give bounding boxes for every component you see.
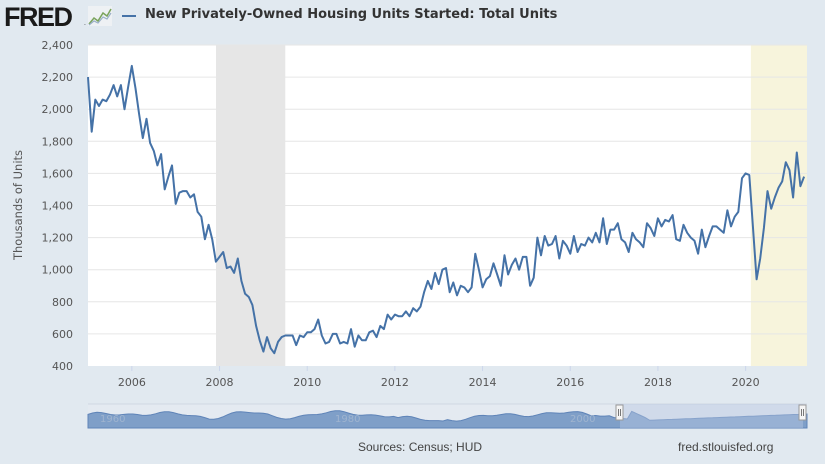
y-axis-ticks: 400 600 800 1,000 1,200 1,400 1,600 1,800 2,000 2… [42, 39, 74, 373]
y-tick-label: 2,400 [42, 39, 74, 52]
chart-header: FRED . New Privately-Owned Housing Units… [0, 0, 825, 34]
x-tick-label: 2018 [644, 376, 672, 389]
handle-left-box[interactable] [615, 404, 624, 421]
y-tick-label: 2,000 [42, 103, 74, 116]
sources-text: Sources: Census; HUD [358, 440, 483, 454]
y-tick-label: 1,600 [42, 167, 74, 180]
navigator[interactable]: 1960 1980 2000 [87, 403, 808, 429]
x-tick-label: 2012 [381, 376, 409, 389]
y-tick-label: 1,000 [42, 264, 74, 277]
x-tick-label: 2016 [556, 376, 584, 389]
series-title[interactable]: New Privately-Owned Housing Units Starte… [145, 7, 558, 22]
x-axis-ticks: 2006 2008 2010 2012 2014 2016 2018 2020 [118, 366, 760, 389]
x-tick-label: 2020 [732, 376, 760, 389]
x-tick-label: 2008 [206, 376, 234, 389]
x-tick-label: 2014 [469, 376, 497, 389]
navigator-year-label: 2000 [570, 414, 595, 425]
navigator-handle-left[interactable] [615, 404, 624, 421]
navigator-window[interactable] [620, 404, 803, 428]
navigator-year-label: 1980 [335, 414, 360, 425]
navigator-year-label: 1960 [100, 414, 125, 425]
line-graph-icon [88, 6, 112, 26]
x-tick-label: 2006 [118, 376, 146, 389]
fred-logo-dot: . [84, 20, 86, 27]
y-tick-label: 1,400 [42, 200, 74, 213]
gridlines [88, 44, 807, 335]
legend-series-swatch [122, 15, 136, 17]
fred-logo[interactable]: FRED [4, 2, 73, 32]
y-tick-label: 1,200 [42, 232, 74, 245]
y-tick-label: 800 [52, 296, 73, 309]
x-tick-label: 2010 [293, 376, 321, 389]
fred-website-link[interactable]: fred.stlouisfed.org [678, 440, 774, 454]
navigator-handle-right[interactable] [798, 404, 807, 421]
navigator-labels: 1960 1980 2000 [100, 414, 595, 425]
navigator-area [87, 410, 808, 429]
y-tick-label: 2,200 [42, 71, 74, 84]
series-line[interactable] [87, 64, 806, 355]
y-tick-label: 1,800 [42, 135, 74, 148]
y-axis-label: Thousands of Units [11, 150, 25, 261]
handle-right-box[interactable] [798, 404, 807, 421]
y-tick-label: 600 [52, 328, 73, 341]
y-tick-label: 400 [52, 360, 73, 373]
